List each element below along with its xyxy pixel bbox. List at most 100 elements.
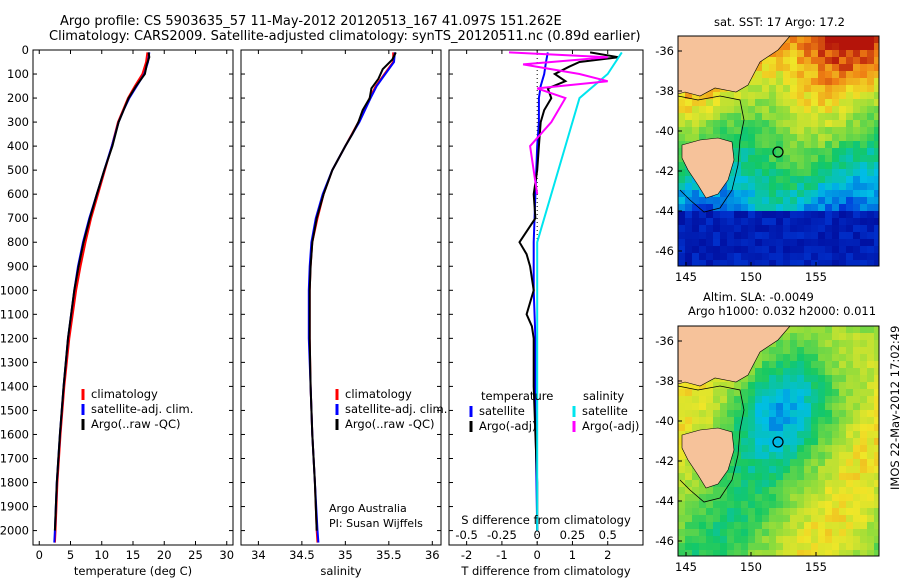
heatmap-cell [720,501,727,508]
heatmap-cell [804,246,811,253]
heatmap-cell [874,340,879,347]
heatmap-cell [846,508,853,515]
heatmap-cell [720,396,727,403]
heatmap-cell [762,466,769,473]
heatmap-cell [762,260,769,266]
heatmap-cell [678,515,685,522]
heatmap-cell [783,515,790,522]
heatmap-cell [804,410,811,417]
heatmap-cell [804,515,811,522]
heatmap-cell [825,389,832,396]
heatmap-cell [692,246,699,253]
heatmap-cell [762,211,769,218]
heatmap-cell [797,431,804,438]
heatmap-cell [769,176,776,183]
heatmap-cell [846,92,853,99]
heatmap-cell [783,536,790,543]
heatmap-cell [832,127,839,134]
heatmap-cell [811,36,818,43]
heatmap-cell [797,347,804,354]
heatmap-cell [811,501,818,508]
heatmap-cell [776,106,783,113]
heatmap-cell [769,57,776,64]
heatmap-cell [818,501,825,508]
y-tick-label: 500 [7,163,29,177]
heatmap-cell [685,253,692,260]
heatmap-cell [699,113,706,120]
heatmap-cell [783,333,790,340]
heatmap-cell [846,239,853,246]
map-y-tick-label: -44 [655,204,674,218]
heatmap-cell [741,522,748,529]
heatmap-cell [804,113,811,120]
y-tick-label: 200 [7,91,29,105]
heatmap-cell [867,99,874,106]
heatmap-cell [755,92,762,99]
heatmap-cell [867,120,874,127]
y-tick-label: 1900 [0,500,29,514]
heatmap-cell [832,494,839,501]
heatmap-cell [797,162,804,169]
y-tick-label: 100 [7,67,29,81]
heatmap-cell [678,134,685,141]
heatmap-cell [825,480,832,487]
heatmap-cell [720,417,727,424]
sst-map-frame [677,35,880,267]
heatmap-cell [825,473,832,480]
heatmap-cell [755,190,762,197]
heatmap-cell [769,141,776,148]
heatmap-cell [699,218,706,225]
heatmap-cell [755,71,762,78]
heatmap-cell [804,218,811,225]
heatmap-cell [769,424,776,431]
heatmap-cell [811,424,818,431]
heatmap-cell [825,354,832,361]
heatmap-cell [811,543,818,550]
heatmap-cell [727,494,734,501]
heatmap-cell [874,239,879,246]
heatmap-cell [741,134,748,141]
heatmap-cell [790,106,797,113]
heatmap-cell [874,106,879,113]
heatmap-cell [811,550,818,556]
heatmap-cell [727,134,734,141]
heatmap-cell [713,92,720,99]
heatmap-cell [790,141,797,148]
heatmap-cell [811,515,818,522]
heatmap-cell [699,501,706,508]
heatmap-cell [867,347,874,354]
heatmap-cell [762,148,769,155]
heatmap-cell [846,36,853,43]
heatmap-cell [790,410,797,417]
heatmap-cell [776,99,783,106]
heatmap-cell [727,382,734,389]
heatmap-cell [846,50,853,57]
heatmap-cell [769,361,776,368]
heatmap-cell [825,232,832,239]
heatmap-cell [769,169,776,176]
heatmap-cell [874,333,879,340]
heatmap-cell [874,396,879,403]
heatmap-cell [811,340,818,347]
heatmap-cell [692,239,699,246]
heatmap-cell [860,389,867,396]
heatmap-cell [839,466,846,473]
heatmap-cell [825,190,832,197]
heatmap-cell [748,92,755,99]
heatmap-cell [769,543,776,550]
heatmap-cell [818,78,825,85]
heatmap-cell [818,326,825,333]
heatmap-cell [762,246,769,253]
heatmap-cell [860,494,867,501]
heatmap-cell [825,253,832,260]
heatmap-cell [769,211,776,218]
temperature-panel: 0100200300400500600700800900100011001200… [0,43,234,578]
heatmap-cell [825,106,832,113]
heatmap-cell [755,508,762,515]
heatmap-cell [776,113,783,120]
heatmap-cell [776,169,783,176]
heatmap-cell [762,410,769,417]
heatmap-cell [853,99,860,106]
heatmap-cell [699,417,706,424]
heatmap-cell [678,148,685,155]
